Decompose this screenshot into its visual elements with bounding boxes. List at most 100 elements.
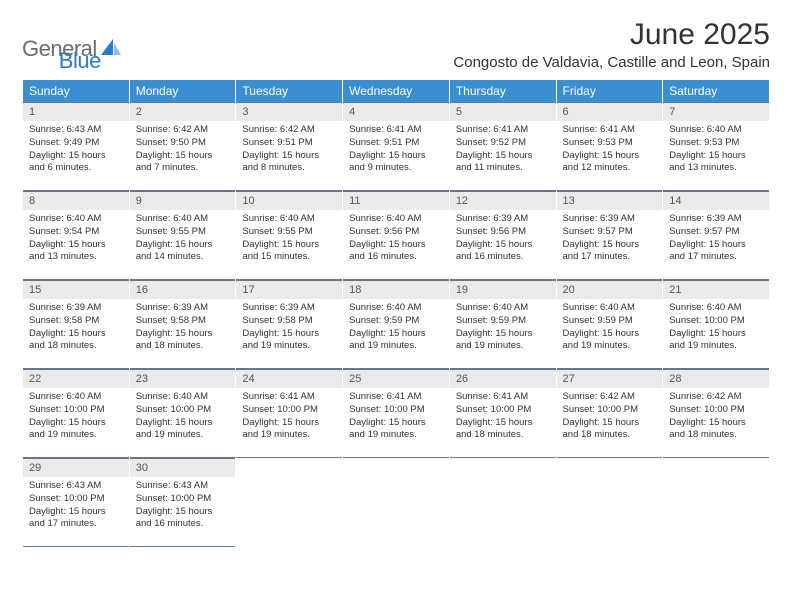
page-title: June 2025 [453,18,770,52]
sunset-text: Sunset: 9:53 PM [563,137,657,150]
calendar-body: 1234567Sunrise: 6:43 AMSunset: 9:49 PMDa… [23,102,769,547]
sunrise-text: Sunrise: 6:42 AM [136,124,230,137]
day-number: 11 [343,191,449,210]
day-cell [236,477,342,547]
sunset-text: Sunset: 9:59 PM [563,315,657,328]
daylight-text: Daylight: 15 hours and 19 minutes. [456,328,550,354]
sunset-text: Sunset: 9:56 PM [349,226,443,239]
dayhead-sat: Saturday [663,80,769,102]
sunset-text: Sunset: 9:52 PM [456,137,550,150]
daylight-text: Daylight: 15 hours and 8 minutes. [242,150,336,176]
day-number [450,458,556,477]
day-cell: Sunrise: 6:40 AMSunset: 9:59 PMDaylight:… [557,299,663,369]
daylight-text: Daylight: 15 hours and 14 minutes. [136,239,230,265]
day-cell: Sunrise: 6:41 AMSunset: 10:00 PMDaylight… [236,388,342,458]
day-number: 1 [23,102,129,121]
sunset-text: Sunset: 10:00 PM [29,493,123,506]
day-cell: Sunrise: 6:41 AMSunset: 9:51 PMDaylight:… [343,121,449,191]
sunrise-text: Sunrise: 6:43 AM [136,480,230,493]
sunrise-text: Sunrise: 6:40 AM [669,302,763,315]
day-cell: Sunrise: 6:42 AMSunset: 9:50 PMDaylight:… [130,121,236,191]
daylight-text: Daylight: 15 hours and 15 minutes. [242,239,336,265]
sunset-text: Sunset: 9:58 PM [29,315,123,328]
sunset-text: Sunset: 10:00 PM [29,404,123,417]
sunset-text: Sunset: 9:59 PM [349,315,443,328]
sunset-text: Sunset: 9:57 PM [669,226,763,239]
day-number: 12 [450,191,556,210]
sunrise-text: Sunrise: 6:39 AM [242,302,336,315]
location-subtitle: Congosto de Valdavia, Castille and Leon,… [453,54,770,71]
title-block: June 2025 Congosto de Valdavia, Castille… [453,18,770,71]
day-cell: Sunrise: 6:39 AMSunset: 9:56 PMDaylight:… [450,210,556,280]
daylight-text: Daylight: 15 hours and 19 minutes. [349,328,443,354]
daylight-text: Daylight: 15 hours and 13 minutes. [29,239,123,265]
sunrise-text: Sunrise: 6:43 AM [29,124,123,137]
day-cell: Sunrise: 6:41 AMSunset: 9:53 PMDaylight:… [557,121,663,191]
day-cell: Sunrise: 6:43 AMSunset: 10:00 PMDaylight… [130,477,236,547]
sunset-text: Sunset: 10:00 PM [136,493,230,506]
sunrise-text: Sunrise: 6:42 AM [563,391,657,404]
day-cell [663,477,769,547]
day-number [663,458,769,477]
dayhead-wed: Wednesday [343,80,449,102]
sunrise-text: Sunrise: 6:40 AM [669,124,763,137]
dayhead-mon: Monday [130,80,236,102]
day-number: 19 [450,280,556,299]
dayhead-sun: Sunday [23,80,129,102]
sunrise-text: Sunrise: 6:41 AM [349,124,443,137]
daylight-text: Daylight: 15 hours and 19 minutes. [349,417,443,443]
daylight-text: Daylight: 15 hours and 17 minutes. [669,239,763,265]
daylight-text: Daylight: 15 hours and 19 minutes. [669,328,763,354]
daylight-text: Daylight: 15 hours and 16 minutes. [349,239,443,265]
day-cell: Sunrise: 6:40 AMSunset: 9:55 PMDaylight:… [236,210,342,280]
daynum-row: 891011121314 [23,191,769,210]
logo-text-blue: Blue [59,48,101,74]
day-number: 18 [343,280,449,299]
daylight-text: Daylight: 15 hours and 6 minutes. [29,150,123,176]
sunset-text: Sunset: 10:00 PM [242,404,336,417]
day-number: 10 [236,191,342,210]
day-cell [343,477,449,547]
sunrise-text: Sunrise: 6:40 AM [242,213,336,226]
day-number: 14 [663,191,769,210]
day-number: 29 [23,458,129,477]
day-cell: Sunrise: 6:42 AMSunset: 10:00 PMDaylight… [557,388,663,458]
content-row: Sunrise: 6:40 AMSunset: 9:54 PMDaylight:… [23,210,769,280]
sunset-text: Sunset: 10:00 PM [669,315,763,328]
day-number: 28 [663,369,769,388]
day-cell: Sunrise: 6:43 AMSunset: 10:00 PMDaylight… [23,477,129,547]
sunrise-text: Sunrise: 6:40 AM [29,213,123,226]
sunset-text: Sunset: 9:53 PM [669,137,763,150]
sunrise-text: Sunrise: 6:42 AM [242,124,336,137]
sunrise-text: Sunrise: 6:39 AM [456,213,550,226]
daylight-text: Daylight: 15 hours and 19 minutes. [242,417,336,443]
sunrise-text: Sunrise: 6:39 AM [563,213,657,226]
sunrise-text: Sunrise: 6:40 AM [563,302,657,315]
sunrise-text: Sunrise: 6:41 AM [349,391,443,404]
day-cell: Sunrise: 6:41 AMSunset: 10:00 PMDaylight… [343,388,449,458]
day-cell: Sunrise: 6:43 AMSunset: 9:49 PMDaylight:… [23,121,129,191]
sunset-text: Sunset: 9:51 PM [349,137,443,150]
day-cell: Sunrise: 6:40 AMSunset: 9:53 PMDaylight:… [663,121,769,191]
sunset-text: Sunset: 10:00 PM [669,404,763,417]
day-cell: Sunrise: 6:42 AMSunset: 10:00 PMDaylight… [663,388,769,458]
sunrise-text: Sunrise: 6:41 AM [456,391,550,404]
dayhead-fri: Friday [557,80,663,102]
day-header-row: Sunday Monday Tuesday Wednesday Thursday… [23,80,769,102]
sunset-text: Sunset: 9:49 PM [29,137,123,150]
daylight-text: Daylight: 15 hours and 17 minutes. [29,506,123,532]
sunrise-text: Sunrise: 6:40 AM [136,391,230,404]
daylight-text: Daylight: 15 hours and 18 minutes. [136,328,230,354]
daylight-text: Daylight: 15 hours and 18 minutes. [563,417,657,443]
sunrise-text: Sunrise: 6:43 AM [29,480,123,493]
dayhead-tue: Tuesday [236,80,342,102]
sunrise-text: Sunrise: 6:40 AM [349,213,443,226]
daynum-row: 1234567 [23,102,769,121]
dayhead-thu: Thursday [450,80,556,102]
day-cell: Sunrise: 6:40 AMSunset: 10:00 PMDaylight… [663,299,769,369]
day-number: 16 [130,280,236,299]
day-cell: Sunrise: 6:41 AMSunset: 10:00 PMDaylight… [450,388,556,458]
daylight-text: Daylight: 15 hours and 11 minutes. [456,150,550,176]
daylight-text: Daylight: 15 hours and 17 minutes. [563,239,657,265]
day-cell: Sunrise: 6:40 AMSunset: 9:55 PMDaylight:… [130,210,236,280]
